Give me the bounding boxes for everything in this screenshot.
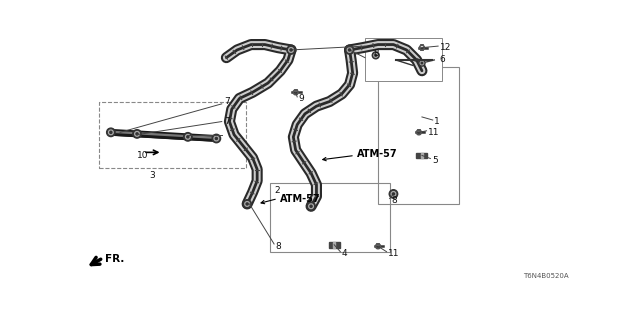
Bar (378, 67, 459, 204)
Circle shape (349, 49, 351, 51)
Circle shape (287, 46, 295, 54)
Circle shape (310, 205, 312, 207)
Circle shape (374, 53, 378, 57)
Circle shape (420, 61, 424, 65)
Text: 8: 8 (391, 196, 397, 204)
Circle shape (375, 54, 376, 56)
Text: 6: 6 (440, 55, 445, 64)
Text: 10: 10 (137, 151, 148, 160)
Text: 8: 8 (276, 242, 282, 251)
Circle shape (187, 136, 189, 138)
Bar (333, 242, 335, 248)
Text: T6N4B0520A: T6N4B0520A (523, 273, 568, 279)
Text: 9: 9 (299, 94, 305, 103)
Circle shape (290, 49, 292, 51)
Circle shape (186, 134, 190, 139)
Text: FR.: FR. (105, 254, 124, 264)
Circle shape (419, 60, 425, 66)
Circle shape (215, 138, 218, 140)
Circle shape (245, 202, 250, 206)
Circle shape (109, 130, 113, 135)
Text: 12: 12 (440, 43, 451, 52)
Text: 3: 3 (149, 171, 155, 180)
Text: 11: 11 (428, 128, 440, 137)
Text: 7: 7 (224, 97, 230, 106)
Circle shape (348, 48, 352, 52)
Text: 1: 1 (435, 117, 440, 126)
Circle shape (391, 192, 396, 196)
Circle shape (214, 136, 219, 141)
Bar (421, 153, 423, 158)
Text: 2: 2 (274, 186, 280, 195)
Circle shape (389, 190, 397, 198)
Circle shape (184, 132, 192, 141)
Text: 8: 8 (373, 49, 378, 58)
Bar (328, 242, 340, 248)
Text: ATM-57: ATM-57 (357, 149, 398, 159)
Text: 11: 11 (388, 250, 399, 259)
Text: 7: 7 (224, 117, 230, 126)
Circle shape (372, 52, 380, 59)
Circle shape (136, 133, 138, 135)
Text: 5: 5 (432, 156, 438, 164)
Circle shape (289, 48, 293, 52)
Text: ATM-57: ATM-57 (280, 194, 321, 204)
Circle shape (134, 132, 140, 136)
Circle shape (246, 203, 248, 205)
Bar (417, 153, 428, 158)
Circle shape (346, 46, 354, 54)
Circle shape (243, 200, 252, 208)
Circle shape (110, 131, 112, 133)
Circle shape (212, 134, 221, 143)
Circle shape (308, 204, 314, 209)
Circle shape (107, 128, 115, 137)
Bar (365, 38, 442, 81)
Circle shape (421, 62, 422, 64)
Bar (270, 183, 390, 252)
Circle shape (392, 193, 394, 195)
Bar (99, 102, 246, 168)
Circle shape (307, 202, 316, 211)
Circle shape (133, 130, 141, 138)
Text: 4: 4 (342, 250, 348, 259)
